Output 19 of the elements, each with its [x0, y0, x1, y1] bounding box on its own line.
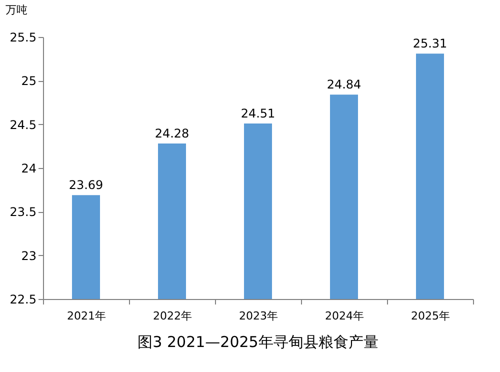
- x-tick-label: 2023年: [239, 310, 278, 322]
- y-tick-label: 24: [21, 162, 36, 176]
- y-tick-label: 22.5: [10, 292, 36, 306]
- data-label: 24.84: [326, 78, 362, 92]
- x-tick-label: 2024年: [325, 310, 364, 322]
- x-tick-label: 2025年: [411, 310, 450, 322]
- y-tick-label: 25: [21, 74, 36, 88]
- y-axis-title: 万吨: [6, 4, 28, 16]
- data-label: 25.31: [412, 36, 448, 51]
- data-label: 24.28: [154, 126, 190, 141]
- text: 图3 2021—2025年寻甸县粮食产量: [138, 333, 378, 351]
- y-tick-label: 25.5: [10, 30, 36, 44]
- y-tick-label: 23.5: [10, 205, 36, 220]
- data-label: 23.69: [68, 178, 104, 192]
- x-tick-label: 2022年: [153, 310, 192, 322]
- data-label: 24.51: [240, 106, 276, 120]
- y-tick-label: 24.5: [10, 118, 36, 132]
- x-tick-label: 2021年: [67, 310, 106, 322]
- y-tick-label: 23: [21, 248, 36, 263]
